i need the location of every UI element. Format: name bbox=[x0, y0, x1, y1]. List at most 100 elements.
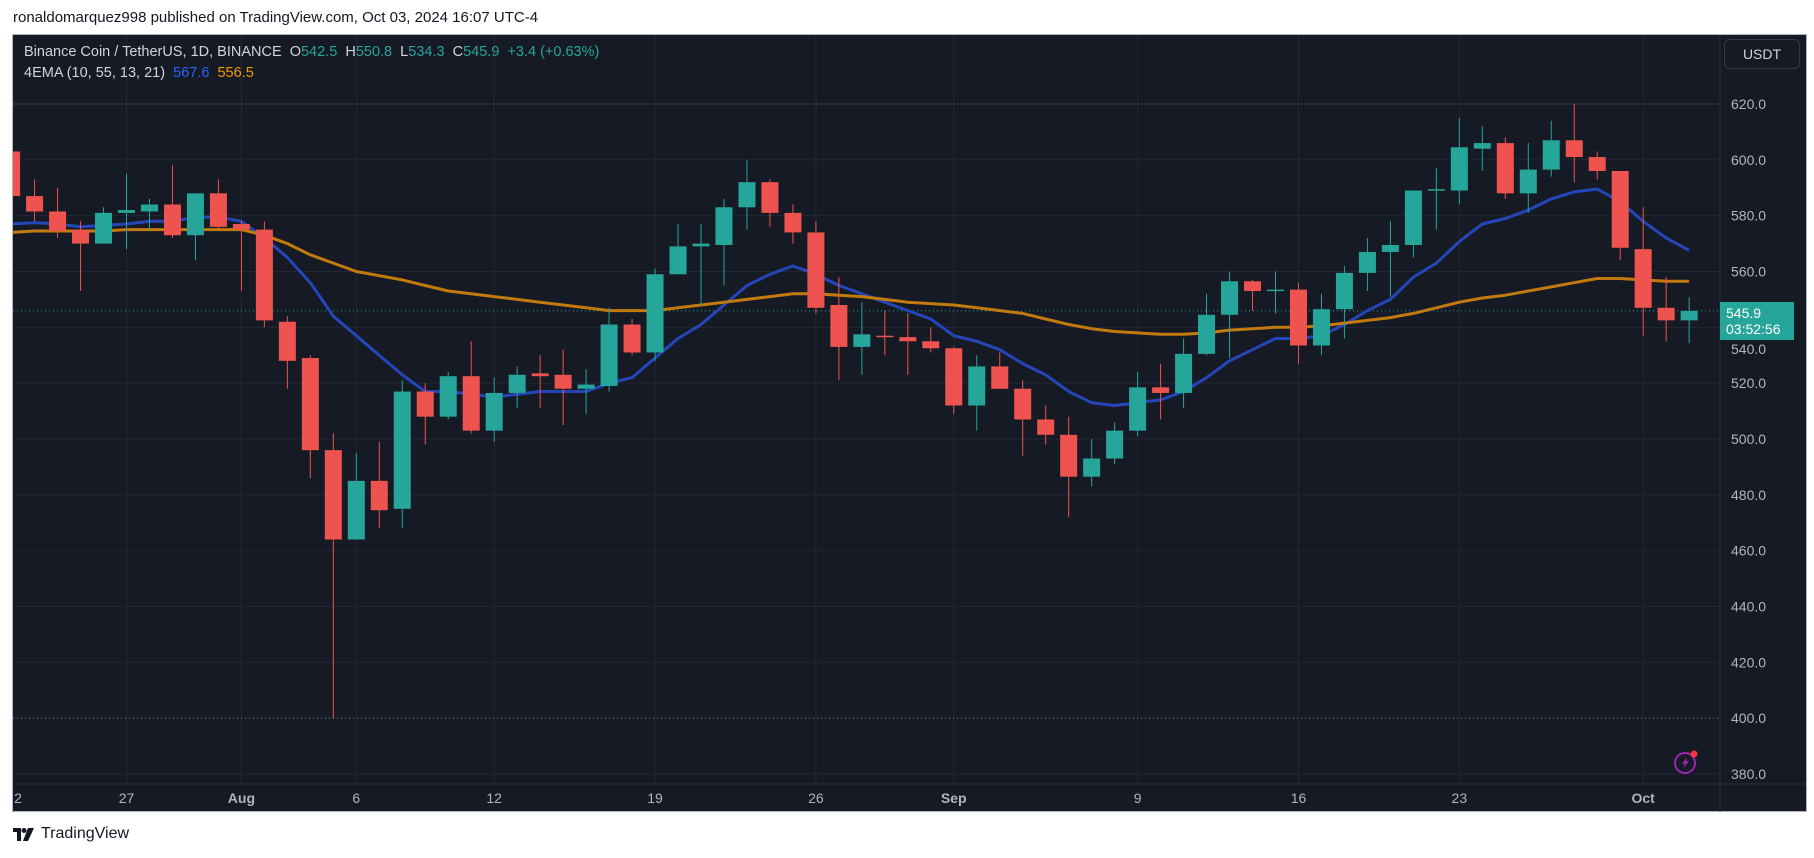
x-tick-label: 9 bbox=[1134, 790, 1142, 806]
candle bbox=[623, 318, 641, 356]
tradingview-logo-icon bbox=[13, 827, 34, 841]
candle-body bbox=[1152, 387, 1170, 393]
candle bbox=[49, 187, 67, 238]
x-tick-label: 16 bbox=[1291, 790, 1307, 806]
candle bbox=[1267, 271, 1284, 314]
y-tick-label: 520.0 bbox=[1731, 375, 1766, 391]
candle bbox=[715, 198, 733, 286]
candle bbox=[1289, 282, 1307, 364]
publish-caption: ronaldomarquez998 published on TradingVi… bbox=[13, 9, 539, 26]
candle-body bbox=[347, 480, 365, 540]
indicator-name[interactable]: 4EMA (10, 55, 13, 21) bbox=[24, 65, 166, 81]
candle-body bbox=[531, 373, 549, 377]
candle bbox=[416, 383, 434, 445]
candle-body bbox=[554, 374, 572, 389]
last-price-label: 545.9 03:52:56 bbox=[1720, 302, 1794, 340]
candle-body bbox=[1565, 140, 1583, 158]
candle-body bbox=[830, 305, 848, 347]
candle-body bbox=[1450, 147, 1468, 191]
y-tick-label: 500.0 bbox=[1731, 431, 1766, 447]
candle bbox=[1634, 207, 1652, 336]
candle bbox=[1588, 151, 1606, 180]
candle-body bbox=[508, 374, 526, 393]
symbol-name[interactable]: Binance Coin / TetherUS, 1D, BINANCE bbox=[24, 44, 282, 60]
candle-body bbox=[899, 337, 917, 342]
candle-body bbox=[1634, 249, 1652, 308]
candle-body bbox=[922, 341, 940, 349]
candle bbox=[991, 352, 1009, 389]
y-tick-label: 440.0 bbox=[1731, 599, 1766, 615]
candle-body bbox=[301, 358, 319, 451]
candle-body bbox=[1519, 169, 1537, 194]
candle bbox=[72, 221, 90, 292]
y-tick-label: 540.0 bbox=[1731, 341, 1766, 357]
candle bbox=[968, 355, 986, 431]
candle-body bbox=[1014, 388, 1032, 420]
candle-body bbox=[646, 274, 664, 353]
candle bbox=[347, 452, 365, 540]
close-value: 545.9 bbox=[463, 44, 500, 60]
open-value: 542.5 bbox=[300, 44, 338, 60]
ema-fast-value: 567.6 bbox=[173, 65, 210, 81]
ema-slow-line bbox=[13, 228, 1690, 336]
candle bbox=[209, 179, 227, 230]
candle-body bbox=[26, 196, 44, 212]
candle bbox=[140, 198, 158, 230]
candle bbox=[1175, 338, 1193, 409]
candle-body bbox=[72, 229, 90, 244]
open-label: O bbox=[289, 44, 301, 60]
candle-body bbox=[784, 212, 802, 233]
candle bbox=[462, 341, 480, 434]
x-tick-label: 23 bbox=[1452, 790, 1468, 806]
y-tick-label: 460.0 bbox=[1731, 543, 1766, 559]
candle bbox=[13, 151, 21, 197]
candle bbox=[1542, 120, 1560, 177]
lightning-alert-icon[interactable] bbox=[1672, 748, 1700, 776]
candle bbox=[531, 355, 549, 409]
candle-body bbox=[738, 182, 756, 208]
candle-body bbox=[209, 193, 227, 227]
candle bbox=[439, 372, 457, 420]
candle-body bbox=[876, 335, 894, 338]
candle-body bbox=[1657, 307, 1675, 321]
candle bbox=[278, 316, 296, 389]
candle bbox=[876, 310, 894, 356]
candle bbox=[1106, 422, 1124, 465]
candle bbox=[577, 369, 595, 414]
candle-body bbox=[186, 193, 204, 236]
indicator-legend: 4EMA (10, 55, 13, 21) 567.6 556.5 bbox=[24, 65, 254, 81]
x-tick-label: 6 bbox=[352, 790, 360, 806]
symbol-legend: Binance Coin / TetherUS, 1D, BINANCE O54… bbox=[24, 44, 599, 60]
plot-area bbox=[13, 35, 1720, 784]
candle bbox=[1083, 439, 1101, 487]
candle-body bbox=[1312, 309, 1330, 346]
candle-body bbox=[1496, 143, 1514, 194]
candle-body bbox=[1037, 419, 1055, 435]
candle bbox=[669, 224, 687, 275]
candle bbox=[485, 377, 503, 442]
candle bbox=[1037, 405, 1055, 445]
candle-body bbox=[1198, 314, 1216, 354]
candle bbox=[1611, 171, 1629, 261]
candle bbox=[853, 302, 871, 375]
close-label: C bbox=[452, 44, 464, 60]
candle bbox=[1496, 137, 1514, 199]
candle-body bbox=[278, 321, 296, 361]
candle-body bbox=[692, 243, 710, 247]
candle-body bbox=[623, 324, 641, 353]
candle-body bbox=[1221, 281, 1239, 315]
candle bbox=[163, 165, 181, 238]
candle bbox=[232, 221, 250, 292]
candle-body bbox=[13, 151, 21, 197]
high-value: 550.8 bbox=[355, 44, 393, 60]
candle-body bbox=[163, 204, 181, 236]
candle bbox=[692, 224, 710, 305]
candle bbox=[393, 380, 411, 529]
ema-fast-line bbox=[13, 187, 1690, 407]
candle-body bbox=[49, 211, 67, 232]
currency-button[interactable]: USDT bbox=[1724, 39, 1800, 69]
candle-body bbox=[393, 391, 411, 509]
candle bbox=[1565, 104, 1583, 183]
candle bbox=[1129, 372, 1147, 437]
